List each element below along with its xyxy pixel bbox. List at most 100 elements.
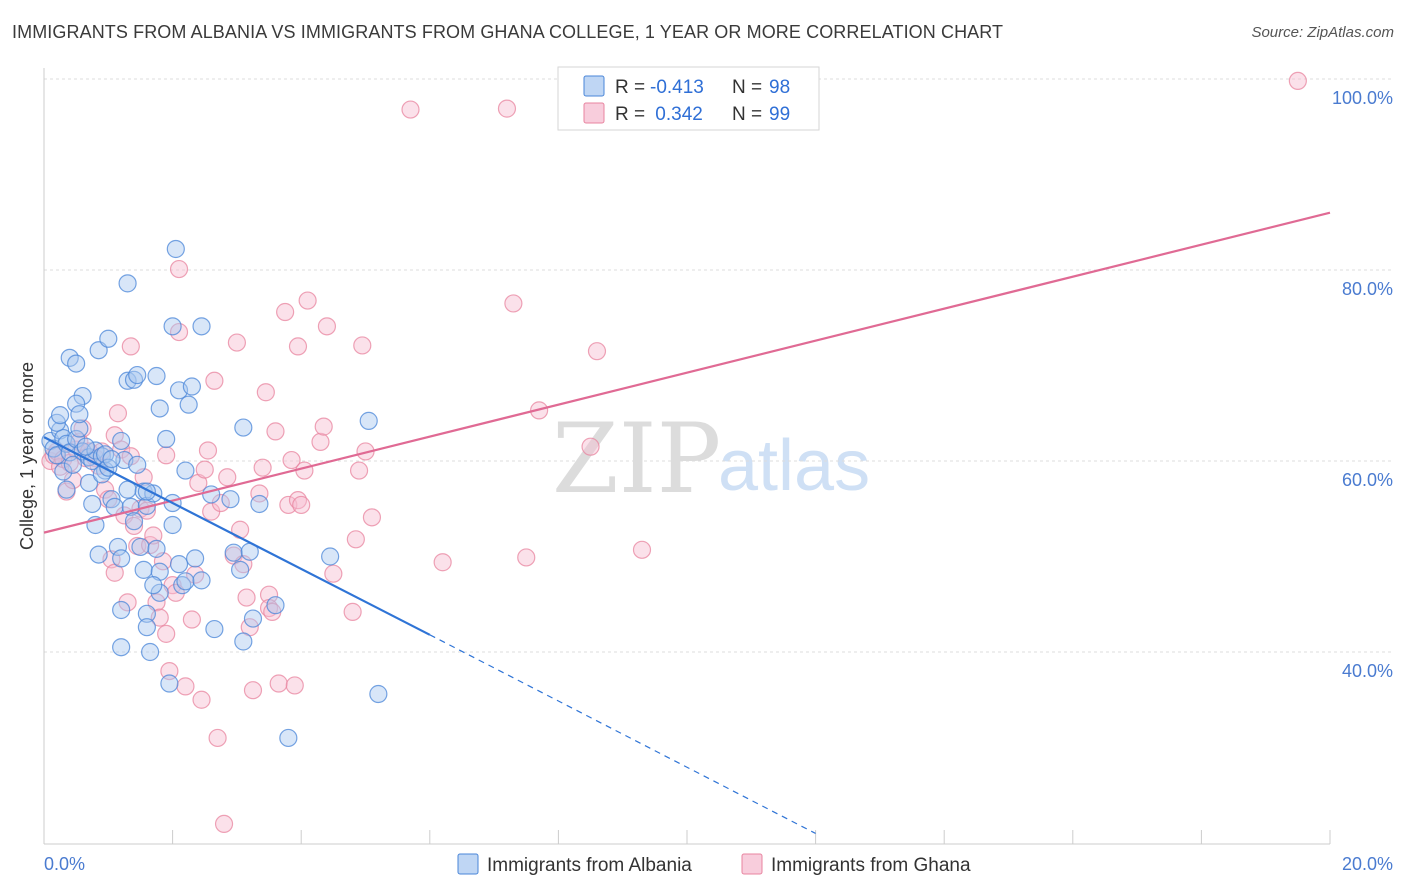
albania-point [234,418,253,437]
ghana-point [346,530,365,549]
albania-point [57,480,76,499]
ghana-point [349,461,369,480]
albania-point [221,490,240,509]
bottom-legend-ghana: Immigrants from Ghana [771,855,971,876]
albania-point [140,642,160,662]
legend-n-label: N = [732,77,762,98]
albania-point [231,560,250,579]
ghana-point [317,317,337,336]
legend-r-label: R = [615,77,645,98]
ghana-point [208,728,227,748]
ghana-point [253,458,272,477]
albania-point [67,394,86,413]
ghana-point [182,610,201,629]
ghana-point [250,484,269,503]
ghana-point [195,460,214,479]
albania-point [192,571,211,590]
albania-point [243,609,263,628]
chart-title: IMMIGRANTS FROM ALBANIA VS IMMIGRANTS FR… [12,22,1004,42]
albania-point [176,461,195,480]
albania-point [144,576,163,595]
albania-point [150,399,169,418]
albania-point [224,543,243,562]
albania-point [124,512,144,531]
albania-point [118,274,137,293]
ghana-point [259,585,279,604]
albania-point [108,537,128,557]
ghana-point [298,291,317,310]
albania-point [112,638,131,657]
albania-point [250,494,269,514]
ghana-point [227,333,246,352]
albania-point [137,604,156,623]
albania-point [137,618,156,637]
ghana-point [95,480,115,499]
albania-point [179,395,198,414]
legend-swatch-ghana [583,102,605,124]
legend-r-label: R = [615,104,645,125]
albania-point [163,317,182,336]
series-legend: Immigrants from Albania Immigrants from … [457,853,971,876]
ghana-point [276,302,295,322]
watermark-zip: ZIP [552,403,721,515]
ghana-point [587,342,607,361]
ghana-point [295,461,314,480]
ghana-point [205,371,224,390]
albania-point [112,549,131,568]
ghana-point [1288,71,1307,91]
albania-point [279,728,298,748]
albania-point [63,455,83,474]
legend-r-value-albania: -0.413 [650,77,704,98]
x-axis-minor-ticks [43,830,1331,844]
albania-point [118,371,137,390]
ghana-trend-line [43,211,1331,534]
ghana-point [632,540,652,559]
ghana-point [353,336,372,355]
ghana-point [214,814,234,834]
legend-n-value-ghana: 99 [769,104,790,125]
ghana-point [192,690,211,709]
albania-point [157,429,176,449]
ghana-point [279,495,298,515]
correlation-legend: R = -0.413 N = 98 R = 0.342 N = 99 [557,66,820,131]
y-tick-label: 100.0% [1332,88,1393,108]
albania-point [369,684,388,704]
ghana-point [256,383,275,402]
ghana-point [108,404,128,423]
albania-point [76,437,95,456]
ghana-series [41,71,1307,834]
ghana-point [121,337,140,356]
legend-n-label: N = [732,104,762,125]
ghana-point [517,548,536,567]
albania-point [266,596,285,615]
albania-point [163,515,182,535]
ghana-point [160,661,179,681]
ghana-point [237,588,256,607]
ghana-point [169,259,189,279]
albania-point [112,600,131,620]
bottom-legend-swatch-albania [457,853,479,875]
albania-point [70,419,89,438]
ghana-point [266,422,285,441]
albania-point [83,494,102,514]
albania-point [166,239,185,259]
albania-point [186,549,205,568]
ghana-point [314,417,333,436]
ghana-point [497,99,517,118]
albania-point [160,674,179,693]
ghana-point [581,437,600,456]
albania-point [150,583,169,602]
ghana-point [433,553,452,572]
albania-point [359,411,378,430]
ghana-point [324,564,343,583]
legend-swatch-albania [583,75,605,97]
albania-point [128,455,147,474]
y-tick-label: 60.0% [1342,470,1393,490]
albania-point [192,317,211,336]
albania-point [79,473,99,493]
albania-point [67,354,86,373]
albania-point [182,377,201,396]
ghana-point [401,100,420,119]
albania-point [176,572,195,591]
